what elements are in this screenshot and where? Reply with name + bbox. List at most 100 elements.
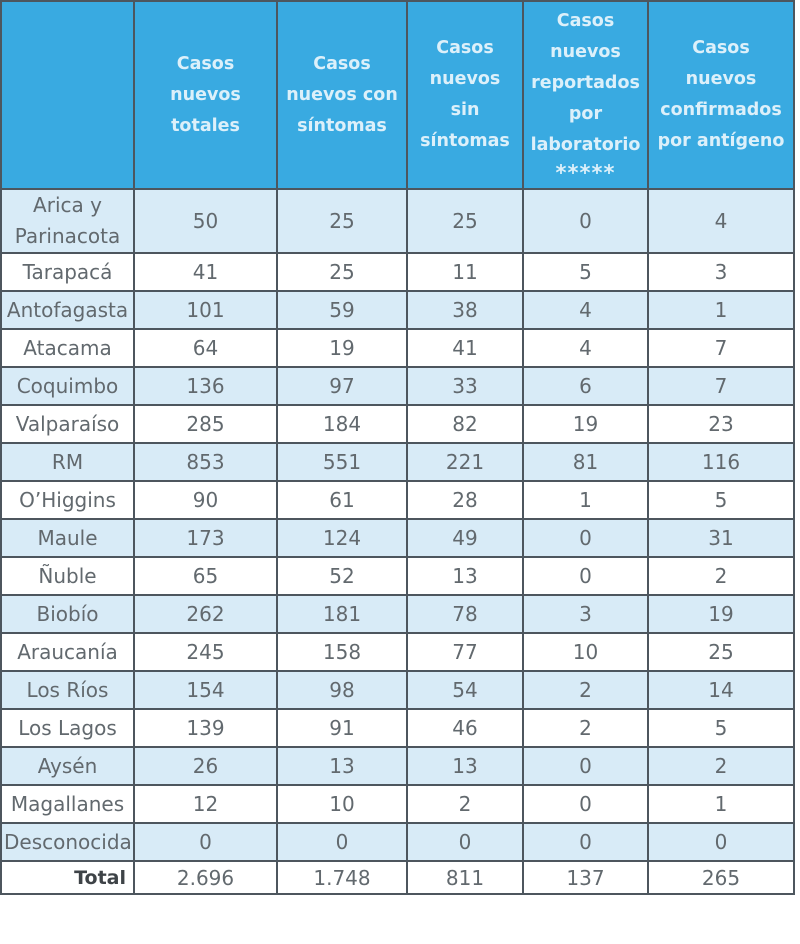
table-row: Desconocida 0 0 0 0 0 [0, 822, 795, 862]
total-row: Total 2.696 1.748 811 137 265 [0, 860, 795, 895]
value-cell: 41 [133, 252, 278, 292]
region-cell: Arica y Parinacota [0, 188, 135, 254]
value-cell: 2 [522, 670, 649, 710]
table-row: Aysén 26 13 13 0 2 [0, 746, 795, 786]
value-cell: 25 [647, 632, 795, 672]
value-cell: 1 [647, 784, 795, 824]
header-label: Casos nuevos confirmados por antígeno [657, 38, 785, 151]
value-cell: 97 [276, 366, 408, 406]
value-cell: 116 [647, 442, 795, 482]
value-cell: 33 [406, 366, 524, 406]
header-casos-nuevos-con-sintomas: Casos nuevos con síntomas [276, 0, 408, 190]
value-cell: 285 [133, 404, 278, 444]
table-row: Arica y Parinacota 50 25 25 0 4 [0, 188, 795, 254]
value-cell: 139 [133, 708, 278, 748]
value-cell: 245 [133, 632, 278, 672]
total-value-cell: 2.696 [133, 860, 278, 895]
total-label: Total [0, 860, 135, 895]
value-cell: 4 [647, 188, 795, 254]
region-cell: Biobío [0, 594, 135, 634]
region-cell: Valparaíso [0, 404, 135, 444]
value-cell: 1 [647, 290, 795, 330]
value-cell: 23 [647, 404, 795, 444]
table-row: Magallanes 12 10 2 0 1 [0, 784, 795, 824]
value-cell: 81 [522, 442, 649, 482]
value-cell: 0 [522, 746, 649, 786]
value-cell: 3 [522, 594, 649, 634]
value-cell: 853 [133, 442, 278, 482]
value-cell: 181 [276, 594, 408, 634]
value-cell: 0 [133, 822, 278, 862]
value-cell: 101 [133, 290, 278, 330]
header-row: Casos nuevos totales Casos nuevos con sí… [0, 0, 795, 190]
total-value-cell: 811 [406, 860, 524, 895]
value-cell: 2 [406, 784, 524, 824]
value-cell: 77 [406, 632, 524, 672]
region-cell: Ñuble [0, 556, 135, 596]
table-row: Araucanía 245 158 77 10 25 [0, 632, 795, 672]
value-cell: 78 [406, 594, 524, 634]
region-cell: Antofagasta [0, 290, 135, 330]
value-cell: 64 [133, 328, 278, 368]
value-cell: 5 [522, 252, 649, 292]
value-cell: 154 [133, 670, 278, 710]
value-cell: 61 [276, 480, 408, 520]
table-row: Valparaíso 285 184 82 19 23 [0, 404, 795, 444]
value-cell: 31 [647, 518, 795, 558]
cases-by-region-table: Casos nuevos totales Casos nuevos con sí… [0, 0, 795, 895]
value-cell: 10 [276, 784, 408, 824]
region-cell: Maule [0, 518, 135, 558]
region-cell: RM [0, 442, 135, 482]
value-cell: 10 [522, 632, 649, 672]
region-cell: Tarapacá [0, 252, 135, 292]
value-cell: 221 [406, 442, 524, 482]
value-cell: 82 [406, 404, 524, 444]
value-cell: 184 [276, 404, 408, 444]
value-cell: 0 [406, 822, 524, 862]
table-row: Coquimbo 136 97 33 6 7 [0, 366, 795, 406]
value-cell: 65 [133, 556, 278, 596]
table-row: Maule 173 124 49 0 31 [0, 518, 795, 558]
region-cell: Aysén [0, 746, 135, 786]
value-cell: 59 [276, 290, 408, 330]
table-row: Biobío 262 181 78 3 19 [0, 594, 795, 634]
header-casos-nuevos-laboratorio: Casos nuevos reportados por laboratorio … [522, 0, 649, 190]
value-cell: 4 [522, 328, 649, 368]
value-cell: 49 [406, 518, 524, 558]
region-cell: Los Ríos [0, 670, 135, 710]
value-cell: 173 [133, 518, 278, 558]
value-cell: 7 [647, 328, 795, 368]
value-cell: 50 [133, 188, 278, 254]
value-cell: 14 [647, 670, 795, 710]
table-row: Antofagasta 101 59 38 4 1 [0, 290, 795, 330]
table-row: Los Ríos 154 98 54 2 14 [0, 670, 795, 710]
value-cell: 136 [133, 366, 278, 406]
header-casos-nuevos-totales: Casos nuevos totales [133, 0, 278, 190]
value-cell: 158 [276, 632, 408, 672]
table-row: RM 853 551 221 81 116 [0, 442, 795, 482]
value-cell: 5 [647, 708, 795, 748]
total-value-cell: 1.748 [276, 860, 408, 895]
value-cell: 551 [276, 442, 408, 482]
table-row: Atacama 64 19 41 4 7 [0, 328, 795, 368]
value-cell: 12 [133, 784, 278, 824]
table-row: Los Lagos 139 91 46 2 5 [0, 708, 795, 748]
header-label: Casos nuevos reportados por laboratorio [530, 10, 641, 155]
footnote-stars: ***** [555, 160, 616, 185]
value-cell: 98 [276, 670, 408, 710]
value-cell: 13 [276, 746, 408, 786]
value-cell: 19 [276, 328, 408, 368]
header-region-blank [0, 0, 135, 190]
value-cell: 25 [276, 252, 408, 292]
value-cell: 0 [276, 822, 408, 862]
value-cell: 3 [647, 252, 795, 292]
value-cell: 41 [406, 328, 524, 368]
value-cell: 11 [406, 252, 524, 292]
value-cell: 2 [522, 708, 649, 748]
value-cell: 19 [522, 404, 649, 444]
region-cell: O’Higgins [0, 480, 135, 520]
value-cell: 2 [647, 556, 795, 596]
value-cell: 91 [276, 708, 408, 748]
header-casos-nuevos-sin-sintomas: Casos nuevos sin síntomas [406, 0, 524, 190]
